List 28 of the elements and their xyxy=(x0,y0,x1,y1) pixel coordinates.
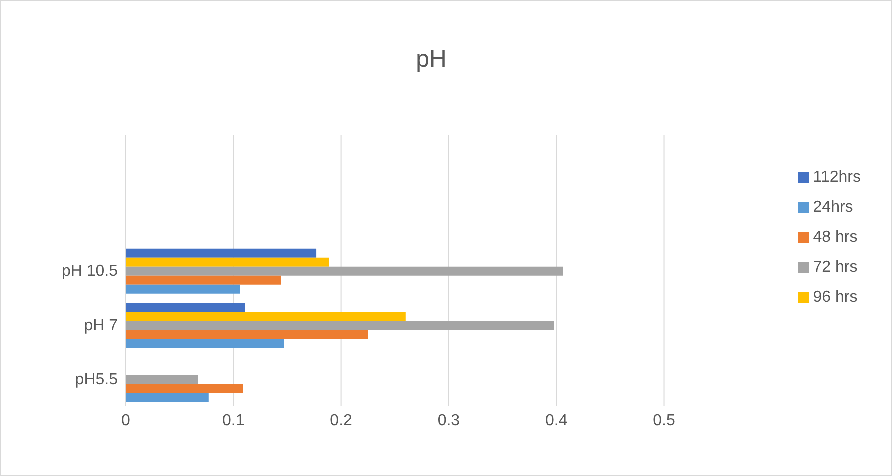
bar xyxy=(126,312,406,322)
bar xyxy=(126,321,554,330)
legend-label: 24hrs xyxy=(813,199,854,216)
bar xyxy=(126,284,240,294)
bar xyxy=(126,339,284,348)
x-tick-label: 0.3 xyxy=(438,412,460,430)
legend-label: 72 hrs xyxy=(813,259,858,276)
chart-title: pH xyxy=(415,46,448,74)
bar xyxy=(126,303,246,312)
x-tick-label: 0 xyxy=(122,412,131,430)
x-tick-label: 0.2 xyxy=(330,412,353,430)
bar xyxy=(126,276,282,285)
legend-label: 112hrs xyxy=(813,169,861,186)
legend-label: 48 hrs xyxy=(813,229,858,246)
bar xyxy=(126,393,209,402)
bar xyxy=(126,384,244,394)
y-tick-label: pH 7 xyxy=(84,317,118,334)
bar xyxy=(126,258,330,267)
bar xyxy=(126,266,564,276)
legend-label: 96 hrs xyxy=(813,289,858,306)
y-tick-label: pH 10.5 xyxy=(62,263,118,280)
bar xyxy=(126,330,368,340)
bar xyxy=(126,248,317,258)
y-tick-label: pH5.5 xyxy=(75,372,118,389)
bar xyxy=(126,375,198,384)
x-tick-label: 0.4 xyxy=(545,412,568,430)
x-tick-label: 0.1 xyxy=(222,412,245,430)
x-tick-label: 0.5 xyxy=(653,412,676,430)
